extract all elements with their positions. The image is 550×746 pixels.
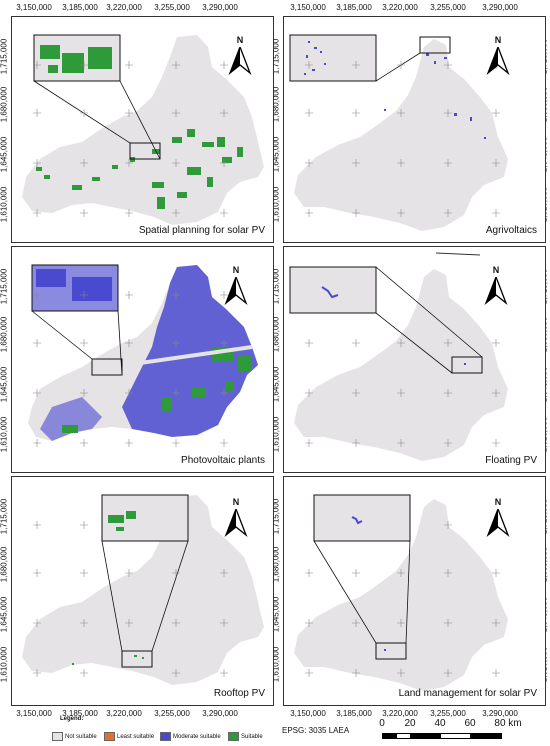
x-tick: 3,150,000 <box>290 709 326 718</box>
x-tick: 3,185,000 <box>336 3 372 12</box>
north-arrow: N <box>224 265 248 305</box>
x-tick: 3,220,000 <box>382 709 418 718</box>
north-arrow: N <box>228 35 252 75</box>
legend-label: Not suitable <box>65 734 97 741</box>
map-panel-land-management: N Land management for solar PV <box>283 476 546 706</box>
bottom-x-axis: 3,150,000 3,185,000 3,220,000 3,255,000 … <box>0 706 550 720</box>
north-label: N <box>494 35 502 45</box>
y-tick: 1,610,000 <box>0 646 9 683</box>
map-panel-photovoltaic-plants: N Photovoltaic plants <box>11 246 274 473</box>
x-tick: 3,220,000 <box>382 3 418 12</box>
x-tick: 3,290,000 <box>482 709 518 718</box>
legend-label: Moderate suitable <box>173 734 221 741</box>
projection-label: EPSG: 3035 LAEA <box>282 726 350 735</box>
legend-label: Suitable <box>241 734 263 741</box>
legend-item: Moderate suitable <box>160 732 221 741</box>
scale-label: 80 km <box>494 718 522 729</box>
north-label: N <box>232 497 240 507</box>
north-label: N <box>492 265 500 275</box>
x-tick: 3,255,000 <box>154 709 190 718</box>
north-arrow: N <box>486 35 510 75</box>
panel-title: Land management for solar PV <box>398 688 537 699</box>
scale-label: 0 <box>379 718 385 729</box>
legend-item: Least suitable <box>104 732 154 741</box>
y-tick: 1,715,000 <box>0 268 9 305</box>
top-x-axis: 3,150,000 3,185,000 3,220,000 3,255,000 … <box>0 0 550 14</box>
north-label: N <box>232 265 240 275</box>
north-label: N <box>494 497 502 507</box>
graticule-crosses <box>33 61 228 217</box>
region-shape <box>22 35 264 225</box>
legend-swatch <box>160 732 171 741</box>
panel-title: Rooftop PV <box>213 688 265 699</box>
legend: Legend: Not suitable Least suitable Mode… <box>48 716 308 744</box>
x-tick: 3,290,000 <box>482 3 518 12</box>
y-tick: 1,715,000 <box>0 38 9 75</box>
x-tick: 3,185,000 <box>62 709 98 718</box>
panel-title: Agrivoltaics <box>485 225 537 236</box>
y-tick: 1,680,000 <box>0 316 9 353</box>
scale-label: 40 <box>434 718 446 729</box>
inset-focus-box <box>129 142 161 160</box>
suitable-patches <box>36 129 243 209</box>
legend-swatch <box>228 732 239 741</box>
x-tick: 3,290,000 <box>202 709 238 718</box>
x-tick: 3,220,000 <box>106 3 142 12</box>
x-tick: 3,255,000 <box>154 3 190 12</box>
y-tick: 1,645,000 <box>0 366 9 403</box>
x-tick: 3,220,000 <box>106 709 142 718</box>
map-panel-spatial-planning: N Spatial planning for solar PV <box>11 16 274 243</box>
legend-label: Least suitable <box>117 734 155 741</box>
legend-item: Not suitable <box>52 732 97 741</box>
panel-title: Spatial planning for solar PV <box>138 225 265 236</box>
x-tick: 3,255,000 <box>430 709 466 718</box>
north-label: N <box>236 35 244 45</box>
x-tick: 3,290,000 <box>202 3 238 12</box>
scale-bar: 0 20 40 60 80 km <box>372 718 548 744</box>
x-tick: 3,150,000 <box>290 3 326 12</box>
x-tick: 3,255,000 <box>430 3 466 12</box>
legend-item: Suitable <box>228 732 263 741</box>
x-tick: 3,185,000 <box>336 709 372 718</box>
scale-label: 20 <box>404 718 416 729</box>
map-panel-floating-pv: N Floating PV <box>283 246 546 473</box>
scale-label: 60 <box>464 718 476 729</box>
panel-title: Photovoltaic plants <box>181 455 265 466</box>
y-tick: 1,715,000 <box>0 498 9 535</box>
legend-title: Legend: <box>60 716 84 722</box>
y-tick: 1,680,000 <box>0 86 9 123</box>
x-tick: 3,150,000 <box>16 3 52 12</box>
map-panel-agrivoltaics: N Agrivoltaics <box>283 16 546 243</box>
y-tick: 1,610,000 <box>0 416 9 453</box>
y-tick: 1,645,000 <box>0 596 9 633</box>
panel-title: Floating PV <box>485 455 537 466</box>
legend-swatch <box>52 732 63 741</box>
north-arrow: N <box>484 265 508 305</box>
x-tick: 3,185,000 <box>62 3 98 12</box>
north-arrow: N <box>486 497 510 537</box>
legend-swatch <box>104 732 115 741</box>
y-tick: 1,645,000 <box>0 136 9 173</box>
north-arrow: N <box>224 497 248 537</box>
x-tick: 3,150,000 <box>16 709 52 718</box>
y-tick: 1,680,000 <box>0 546 9 583</box>
y-tick: 1,610,000 <box>0 186 9 223</box>
map-panel-rooftop-pv: N Rooftop PV <box>11 476 274 706</box>
